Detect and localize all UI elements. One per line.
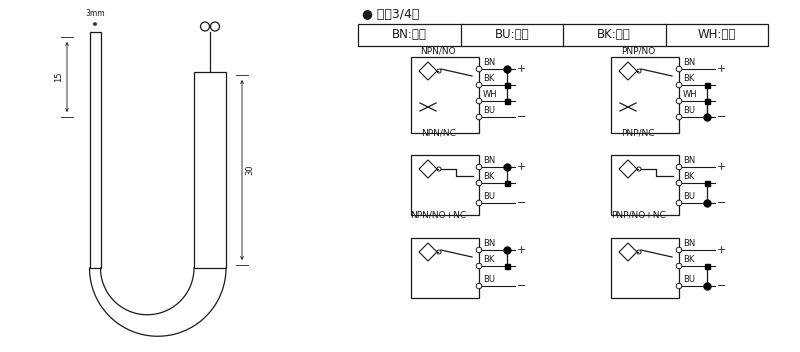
Bar	[611, 155, 679, 215]
Circle shape	[676, 200, 682, 206]
Circle shape	[637, 167, 641, 171]
Text: WH:白色: WH:白色	[698, 29, 736, 42]
Polygon shape	[419, 160, 437, 178]
Bar	[505, 181, 510, 186]
Polygon shape	[619, 160, 637, 178]
Text: BK: BK	[483, 172, 494, 181]
Circle shape	[476, 283, 482, 289]
Circle shape	[476, 98, 482, 104]
Text: BU:兰色: BU:兰色	[494, 29, 529, 42]
Text: BK: BK	[683, 255, 694, 264]
Circle shape	[437, 167, 441, 171]
Polygon shape	[619, 243, 637, 261]
Text: +: +	[717, 64, 726, 74]
Text: BK: BK	[683, 74, 694, 83]
Circle shape	[676, 164, 682, 170]
Text: BN: BN	[483, 58, 495, 67]
Text: BN:棕色: BN:棕色	[392, 29, 426, 42]
Text: +: +	[717, 162, 726, 172]
Text: BN: BN	[683, 58, 695, 67]
Bar	[358, 24, 768, 46]
Text: NPN/NC: NPN/NC	[421, 129, 456, 138]
Text: BU: BU	[483, 192, 495, 201]
Circle shape	[437, 250, 441, 254]
Circle shape	[676, 180, 682, 186]
Text: NPN/NO: NPN/NO	[420, 46, 456, 55]
Text: WH: WH	[683, 90, 698, 99]
Text: BK:黑色: BK:黑色	[598, 29, 631, 42]
Text: BN: BN	[483, 239, 495, 248]
Circle shape	[437, 69, 441, 73]
Bar	[705, 264, 710, 269]
Circle shape	[210, 22, 219, 31]
Text: −: −	[517, 281, 526, 291]
Text: BU: BU	[483, 106, 495, 115]
Text: BK: BK	[483, 255, 494, 264]
Text: +: +	[517, 245, 526, 255]
Text: BK: BK	[683, 172, 694, 181]
Text: PNP/NO: PNP/NO	[621, 46, 655, 55]
Text: −: −	[717, 112, 726, 122]
Bar	[411, 155, 479, 215]
Bar	[611, 57, 679, 133]
Circle shape	[476, 164, 482, 170]
Text: WH: WH	[483, 90, 498, 99]
Bar	[411, 238, 479, 298]
Text: +: +	[717, 245, 726, 255]
Text: BU: BU	[483, 275, 495, 284]
Polygon shape	[90, 32, 101, 268]
Circle shape	[676, 98, 682, 104]
Circle shape	[476, 82, 482, 88]
Text: PNP/NC: PNP/NC	[622, 129, 655, 138]
Circle shape	[637, 69, 641, 73]
Text: BU: BU	[683, 192, 695, 201]
Text: BK: BK	[483, 74, 494, 83]
Text: BU: BU	[683, 275, 695, 284]
Text: BU: BU	[683, 106, 695, 115]
Circle shape	[676, 263, 682, 269]
Text: +: +	[517, 64, 526, 74]
Circle shape	[676, 66, 682, 72]
Circle shape	[637, 250, 641, 254]
Text: 15: 15	[54, 72, 63, 82]
Text: −: −	[717, 281, 726, 291]
Text: 3mm: 3mm	[85, 9, 105, 18]
Text: ● 直其3/4线: ● 直其3/4线	[362, 8, 419, 21]
Circle shape	[476, 114, 482, 120]
Bar	[411, 57, 479, 133]
Circle shape	[201, 22, 210, 31]
Text: −: −	[717, 198, 726, 208]
Circle shape	[676, 283, 682, 289]
Text: −: −	[517, 112, 526, 122]
Text: BN: BN	[483, 156, 495, 165]
Bar	[705, 82, 710, 88]
Circle shape	[676, 114, 682, 120]
Polygon shape	[619, 62, 637, 80]
Polygon shape	[419, 62, 437, 80]
Circle shape	[476, 247, 482, 253]
Text: BN: BN	[683, 239, 695, 248]
Text: PNP/NO+NC: PNP/NO+NC	[611, 211, 666, 220]
Circle shape	[476, 66, 482, 72]
Text: +: +	[517, 162, 526, 172]
Bar	[505, 264, 510, 269]
Circle shape	[676, 247, 682, 253]
Text: NPN/NO+NC: NPN/NO+NC	[410, 211, 466, 220]
Bar	[611, 238, 679, 298]
Text: 30: 30	[246, 165, 254, 175]
Polygon shape	[194, 72, 226, 268]
Bar	[705, 181, 710, 186]
Bar	[705, 99, 710, 103]
Text: BN: BN	[683, 156, 695, 165]
Circle shape	[476, 263, 482, 269]
Bar	[505, 82, 510, 88]
Text: −: −	[517, 198, 526, 208]
Circle shape	[476, 200, 482, 206]
Polygon shape	[419, 243, 437, 261]
Bar	[505, 99, 510, 103]
Circle shape	[676, 82, 682, 88]
Circle shape	[476, 180, 482, 186]
